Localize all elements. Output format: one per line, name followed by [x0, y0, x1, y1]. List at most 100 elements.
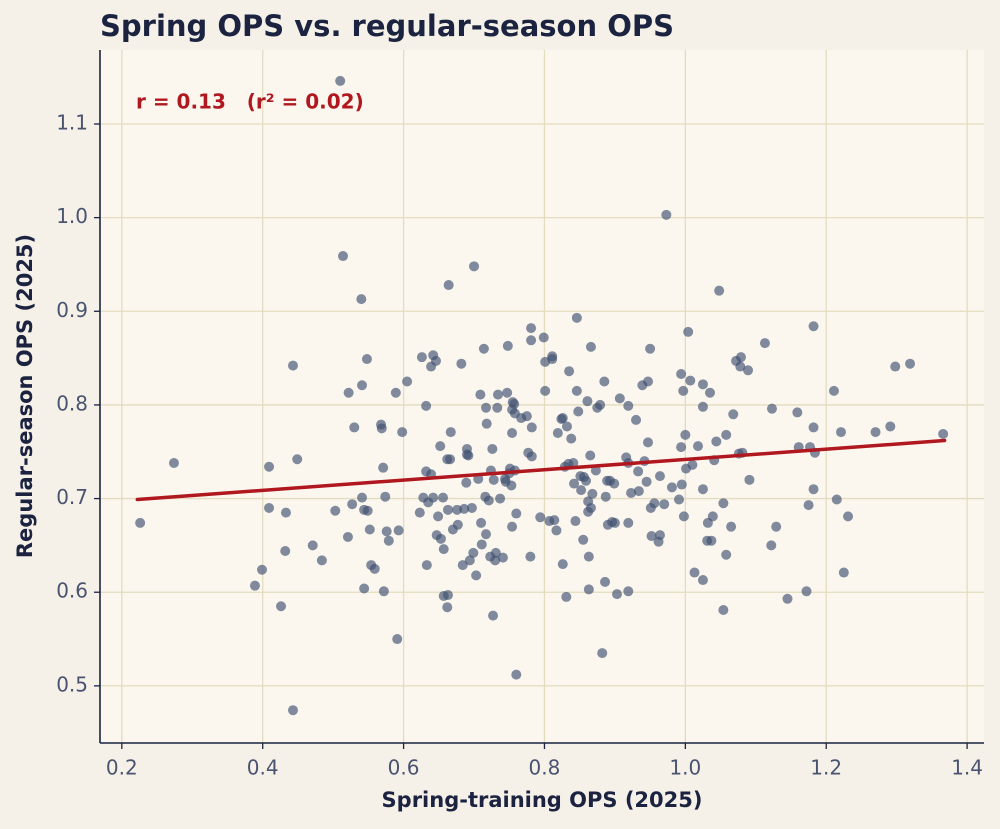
point — [706, 535, 717, 546]
point — [461, 477, 472, 488]
point — [492, 402, 503, 413]
point — [380, 491, 391, 502]
point — [507, 428, 518, 439]
point — [678, 511, 689, 522]
point — [801, 586, 812, 597]
point — [538, 332, 549, 343]
point — [435, 533, 446, 544]
y-axis-label: Regular-season OPS (2025) — [13, 234, 37, 558]
point — [711, 436, 722, 447]
point — [654, 471, 665, 482]
point — [697, 575, 708, 586]
point — [697, 379, 708, 390]
y-tick-label: 0.6 — [56, 579, 88, 603]
point — [582, 396, 593, 407]
point — [718, 605, 729, 616]
point — [704, 387, 715, 398]
point — [535, 512, 546, 523]
point — [718, 498, 729, 509]
point — [766, 540, 777, 551]
point — [687, 459, 698, 470]
point — [443, 280, 454, 291]
y-tick-label: 0.5 — [56, 672, 88, 696]
point — [808, 484, 819, 495]
point — [364, 524, 375, 535]
point — [726, 521, 737, 532]
point — [654, 530, 665, 541]
point — [697, 484, 708, 495]
point — [540, 385, 551, 396]
point — [735, 361, 746, 372]
point — [475, 389, 486, 400]
point — [249, 580, 260, 591]
point — [557, 413, 568, 424]
point — [511, 508, 522, 519]
point — [378, 586, 389, 597]
point — [707, 511, 718, 522]
y-tick-label: 0.7 — [56, 485, 88, 509]
point — [414, 507, 425, 518]
point — [623, 586, 634, 597]
point — [571, 312, 582, 323]
point — [564, 366, 575, 377]
point — [349, 422, 360, 433]
point — [280, 546, 291, 557]
point — [433, 511, 444, 522]
annotation: r = 0.13 (r² = 0.02) — [136, 90, 364, 114]
point — [476, 539, 487, 550]
point — [463, 450, 474, 461]
point — [697, 401, 708, 412]
point — [666, 482, 677, 493]
point — [609, 517, 620, 528]
point — [488, 474, 499, 485]
point — [643, 437, 654, 448]
point — [721, 549, 732, 560]
point — [645, 343, 656, 354]
point — [488, 610, 499, 621]
point — [676, 369, 687, 380]
point — [264, 461, 275, 472]
point — [808, 321, 819, 332]
ticks: 0.2 0.4 0.6 0.8 1.0 1.2 1.4 0.5 0.6 0.7 0.8 0.9 1.0 1… — [56, 110, 983, 779]
point — [680, 429, 691, 440]
point — [766, 403, 777, 414]
trend-line — [135, 438, 947, 502]
point — [646, 531, 657, 542]
point — [885, 421, 896, 432]
point — [905, 358, 916, 369]
point — [457, 560, 468, 571]
point — [361, 354, 372, 365]
point — [369, 563, 380, 574]
x-tick-label: 1.4 — [951, 756, 983, 780]
point — [490, 555, 501, 566]
point — [678, 385, 689, 396]
point — [481, 418, 492, 429]
point — [483, 495, 494, 506]
point — [609, 478, 620, 489]
point — [614, 393, 625, 404]
point — [347, 499, 358, 510]
point — [683, 326, 694, 337]
point — [803, 500, 814, 511]
point — [442, 504, 453, 515]
point — [168, 457, 179, 468]
marks — [135, 75, 949, 716]
point — [402, 376, 413, 387]
point — [595, 399, 606, 410]
point — [421, 400, 432, 411]
point — [442, 590, 453, 601]
point — [831, 494, 842, 505]
point — [661, 209, 672, 220]
point — [442, 602, 453, 613]
point — [492, 389, 503, 400]
point — [721, 429, 732, 440]
point — [633, 486, 644, 497]
point — [506, 480, 517, 491]
point — [471, 570, 482, 581]
point — [568, 457, 579, 468]
point — [600, 491, 611, 502]
point — [421, 560, 432, 571]
point — [478, 343, 489, 354]
point — [497, 552, 508, 563]
x-tick-label: 0.6 — [388, 756, 420, 780]
